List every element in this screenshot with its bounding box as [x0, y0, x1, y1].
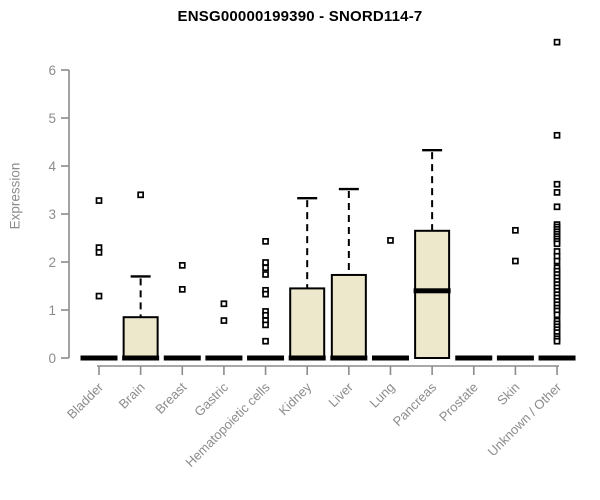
outlier-point-skin [512, 226, 519, 234]
outlier-point-breast [178, 286, 186, 293]
outlier-point-skin [512, 257, 519, 265]
outlier-point-unknown-other [553, 257, 561, 265]
outlier-point-unknown-other [553, 203, 561, 211]
outlier-point-hematopoietic-cells [262, 311, 269, 319]
outlier-point-unknown-other [553, 38, 561, 46]
outlier-point-hematopoietic-cells [262, 264, 269, 272]
median-bladder [80, 355, 118, 361]
median-gastric [205, 355, 243, 361]
outlier-point-hematopoietic-cells [262, 259, 269, 266]
outlier-point-unknown-other [553, 189, 561, 196]
x-tick-label-prostate: Prostate [436, 380, 481, 425]
y-tick-label: 2 [48, 255, 56, 270]
outlier-point-brain [137, 191, 144, 199]
x-tick-label-unknown-other: Unknown / Other [485, 379, 565, 459]
outlier-point-bladder [95, 249, 103, 256]
x-tick-label-brain: Brain [116, 380, 148, 412]
x-tick-label-kidney: Kidney [276, 379, 315, 418]
x-tick-label-pancreas: Pancreas [390, 379, 440, 429]
y-tick-label: 0 [48, 351, 56, 366]
box-kidney [289, 287, 326, 359]
outlier-point-hematopoietic-cells [262, 321, 269, 329]
outlier-point-hematopoietic-cells [262, 271, 269, 278]
outlier-point-hematopoietic-cells [262, 238, 269, 245]
median-skin [496, 355, 534, 361]
median-pancreas [413, 288, 451, 294]
y-tick-label: 5 [48, 111, 56, 126]
median-hematopoietic-cells [247, 355, 285, 361]
median-lung [371, 355, 409, 361]
median-brain [122, 355, 160, 361]
outlier-point-hematopoietic-cells [262, 290, 269, 298]
outlier-point-gastric [220, 300, 228, 308]
outlier-point-unknown-other [553, 311, 561, 319]
median-liver [330, 355, 368, 361]
outlier-point-bladder [95, 197, 103, 204]
x-tick-label-liver: Liver [325, 379, 356, 410]
y-tick-label: 3 [48, 207, 56, 222]
outlier-point-bladder [95, 292, 103, 300]
outlier-point-unknown-other [553, 337, 561, 345]
outlier-point-unknown-other [553, 180, 561, 188]
y-tick-label: 4 [48, 159, 56, 174]
x-tick-label-bladder: Bladder [64, 379, 107, 422]
median-prostate [455, 355, 493, 361]
median-breast [163, 355, 201, 361]
outlier-point-unknown-other [553, 131, 561, 139]
outlier-point-unknown-other [553, 240, 561, 248]
outlier-point-lung [387, 237, 394, 244]
outlier-point-gastric [220, 317, 228, 324]
y-tick-label: 1 [48, 303, 56, 318]
outlier-point-hematopoietic-cells [262, 337, 269, 345]
box-liver [330, 273, 367, 359]
x-tick-label-gastric: Gastric [191, 379, 231, 419]
x-tick-label-breast: Breast [152, 379, 189, 416]
x-tick-label-skin: Skin [494, 380, 522, 408]
x-tick-label-lung: Lung [367, 380, 398, 411]
box-pancreas [414, 229, 451, 359]
median-unknown-other [538, 355, 576, 361]
chart-title: ENSG00000199390 - SNORD114-7 [177, 8, 423, 25]
outlier-point-breast [178, 262, 186, 269]
y-tick-label: 6 [48, 63, 56, 78]
box-brain [122, 316, 159, 360]
median-kidney [288, 355, 326, 361]
